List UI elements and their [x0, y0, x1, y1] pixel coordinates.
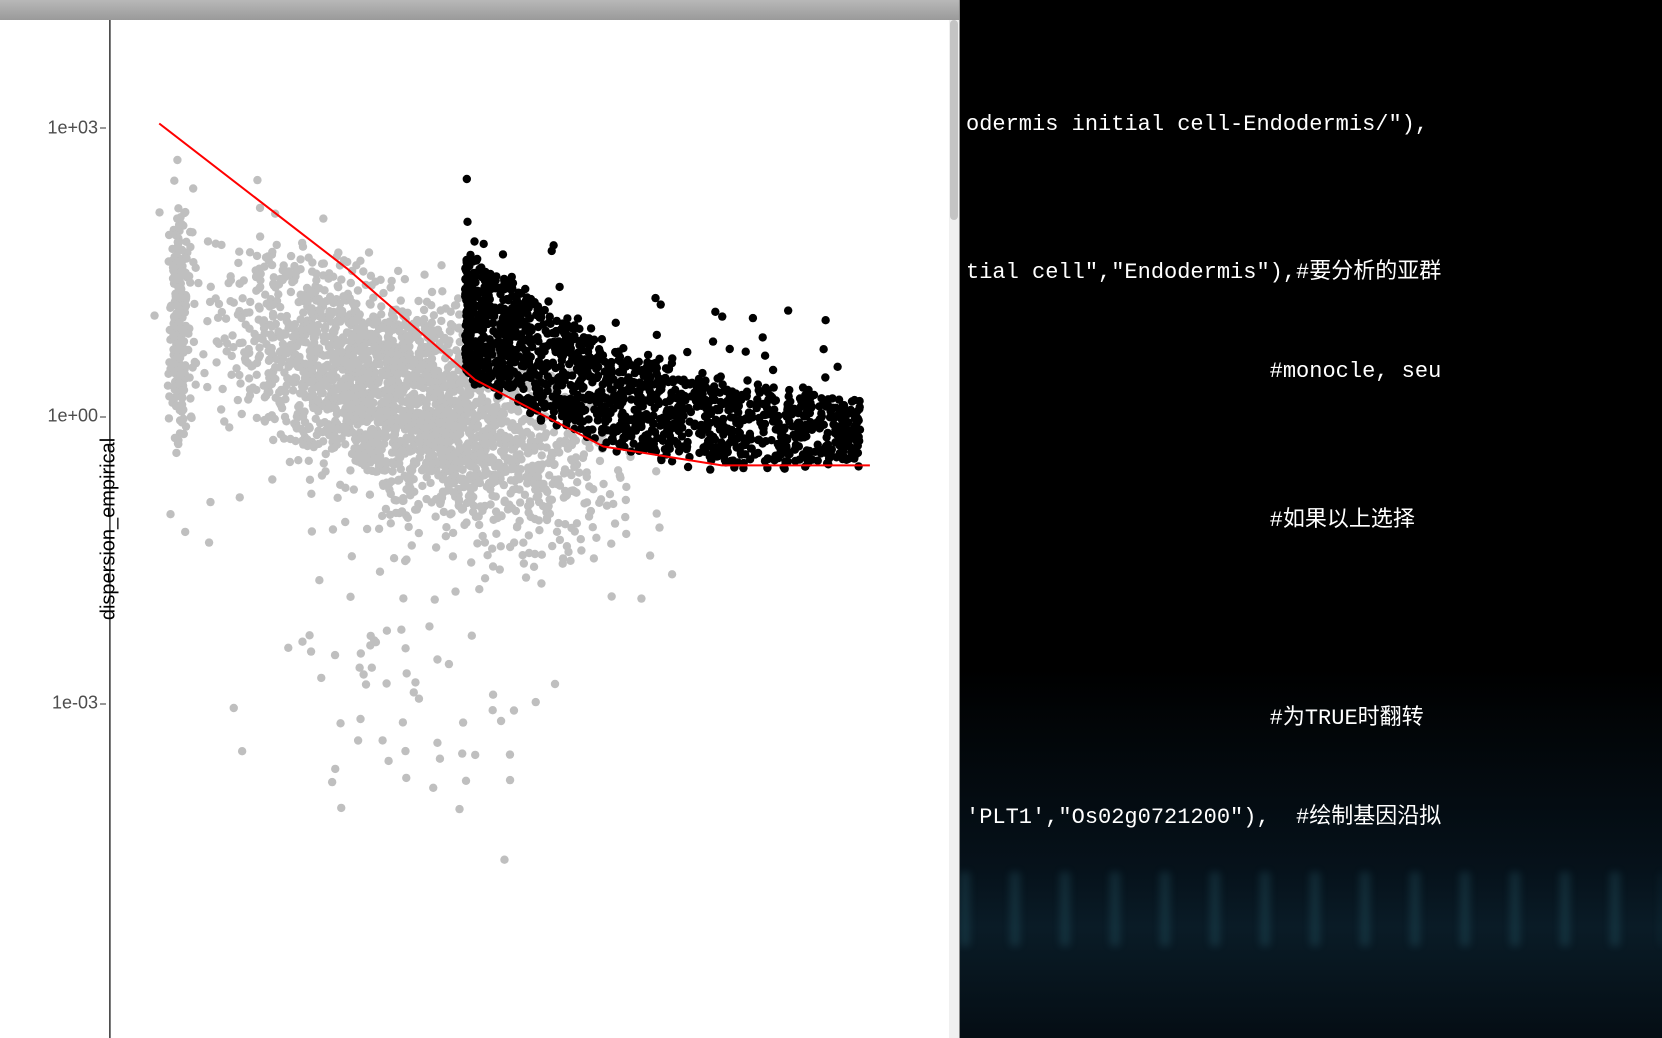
- code-line[interactable]: odermis initial cell-Endodermis/"),: [960, 100, 1662, 150]
- y-tick-label: 1e+00: [47, 406, 98, 427]
- code-line[interactable]: #为TRUE时翻转: [960, 694, 1662, 744]
- code-content[interactable]: odermis initial cell-Endodermis/"), tial…: [960, 50, 1662, 1038]
- y-tick-label: 1e-03: [52, 693, 98, 714]
- plot-vertical-scrollbar[interactable]: [949, 20, 959, 1038]
- code-line[interactable]: 'PLT1',"Os02g0721200"), #绘制基因沿拟: [960, 793, 1662, 843]
- scrollbar-thumb[interactable]: [950, 20, 958, 220]
- scatter-svg: [0, 20, 949, 1038]
- plot-window: dispersion_empirical 1e+03 1e+00 1e-03: [0, 0, 960, 1038]
- plot-window-titlebar[interactable]: [0, 0, 959, 20]
- code-line[interactable]: tial cell","Endodermis"),#要分析的亚群: [960, 248, 1662, 298]
- code-line[interactable]: #monocle, seu: [960, 347, 1662, 397]
- y-axis-label: dispersion_empirical: [98, 438, 121, 620]
- code-editor-panel[interactable]: odermis initial cell-Endodermis/"), tial…: [960, 0, 1662, 1038]
- dispersion-scatter-plot: dispersion_empirical 1e+03 1e+00 1e-03: [0, 20, 949, 1038]
- code-line[interactable]: #如果以上选择: [960, 496, 1662, 546]
- y-tick-label: 1e+03: [47, 117, 98, 138]
